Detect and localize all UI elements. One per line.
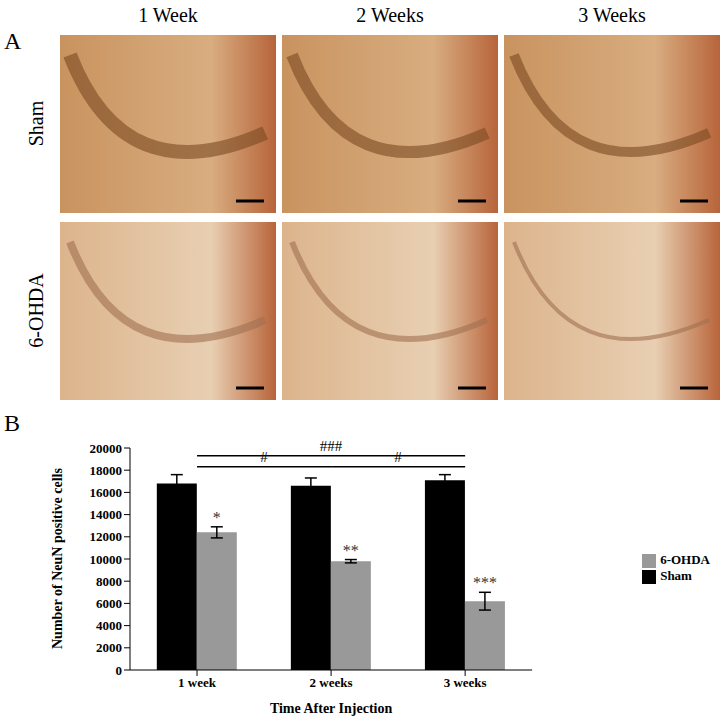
svg-text:0: 0 [116,663,123,678]
html-text:B: B [4,410,20,436]
html-text:A: A [4,28,22,54]
svg-text:6000: 6000 [96,596,122,611]
html-text:Sham: Sham [24,100,47,147]
svg-text:4000: 4000 [96,618,122,633]
html-text:1 Week: 1 Week [138,4,198,26]
svg-text:###: ### [320,438,343,454]
svg-text:8000: 8000 [96,574,122,589]
svg-text:18000: 18000 [90,463,123,478]
svg-text:14000: 14000 [90,507,123,522]
html-text:2 Weeks: 2 Weeks [356,4,424,26]
svg-text:12000: 12000 [90,529,123,544]
svg-text:2000: 2000 [96,640,122,655]
html-text:6-OHDA: 6-OHDA [24,273,47,348]
svg-text:*: * [213,509,221,526]
svg-text:**: ** [343,542,359,559]
html-text:6-OHDA: 6-OHDA [660,552,710,567]
svg-text:Number of NeuN positive cells: Number of NeuN positive cells [50,468,65,649]
svg-text:1 week: 1 week [178,675,217,690]
svg-text:#: # [260,449,268,465]
svg-text:***: *** [473,574,497,591]
svg-text:Time After Injection: Time After Injection [270,701,393,716]
svg-text:2 weeks: 2 weeks [310,675,353,690]
svg-text:10000: 10000 [90,552,123,567]
svg-text:#: # [394,449,402,465]
svg-text:3 weeks: 3 weeks [444,675,487,690]
html-text:3 Weeks: 3 Weeks [578,4,646,26]
svg-text:16000: 16000 [90,485,123,500]
html-text:Sham: Sham [660,568,692,583]
svg-text:20000: 20000 [90,441,123,456]
